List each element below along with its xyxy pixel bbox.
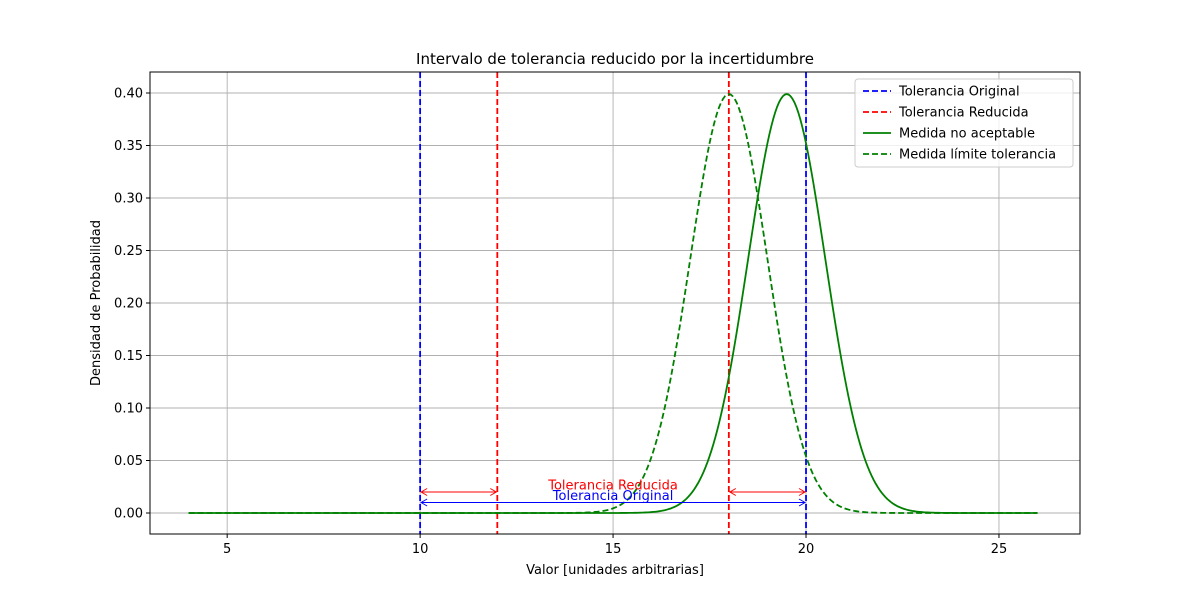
legend-label: Medida límite tolerancia	[899, 148, 1056, 163]
legend-entry: Tolerancia Reducida	[863, 106, 1029, 121]
tolerance-arrow	[420, 488, 498, 496]
legend-label: Tolerancia Original	[898, 85, 1020, 100]
data-layer	[188, 72, 1038, 534]
x-axis-label: Valor [unidades arbitrarias]	[526, 563, 704, 578]
y-tick-label: 0.20	[114, 297, 143, 312]
y-tick-label: 0.05	[114, 454, 143, 469]
x-tick-label: 15	[605, 542, 622, 557]
y-tick-label: 0.25	[114, 244, 143, 259]
y-tick-label: 0.40	[114, 87, 143, 102]
tolerance-arrow	[728, 488, 807, 496]
legend-label: Medida no aceptable	[899, 127, 1035, 142]
x-tick-label: 10	[412, 542, 429, 557]
chart-title: Intervalo de tolerancia reducido por la …	[416, 50, 814, 68]
x-tick-label: 25	[991, 542, 1008, 557]
tick-layer: 5 10 15 20 25 0.00 0.05 0.10 0.15 0.20 0.25 0.30 0.3…	[114, 87, 1007, 558]
y-axis-label: Densidad de Probabilidad	[89, 220, 104, 386]
y-tick-label: 0.10	[114, 402, 143, 417]
legend-box	[854, 78, 1074, 168]
annotation-label: Tolerancia Reducida	[547, 478, 678, 493]
x-tick-label: 5	[223, 542, 231, 557]
legend: Tolerancia Original Tolerancia Reducida Me…	[854, 78, 1074, 168]
tolerance-arrow	[420, 498, 807, 507]
y-tick-label: 0.35	[114, 139, 143, 154]
legend-entry: Medida límite tolerancia	[863, 148, 1056, 163]
legend-entry: Tolerancia Original	[863, 85, 1020, 100]
y-tick-label: 0.30	[114, 192, 143, 207]
series-line	[188, 93, 1038, 514]
annotation-label: Tolerancia Original	[552, 489, 674, 504]
legend-entry: Medida no aceptable	[863, 127, 1035, 142]
legend-label: Tolerancia Reducida	[898, 106, 1029, 121]
series-line	[188, 93, 1038, 514]
y-tick-label: 0.15	[114, 349, 143, 364]
y-tick-label: 0.00	[114, 507, 143, 522]
x-tick-label: 20	[798, 542, 815, 557]
